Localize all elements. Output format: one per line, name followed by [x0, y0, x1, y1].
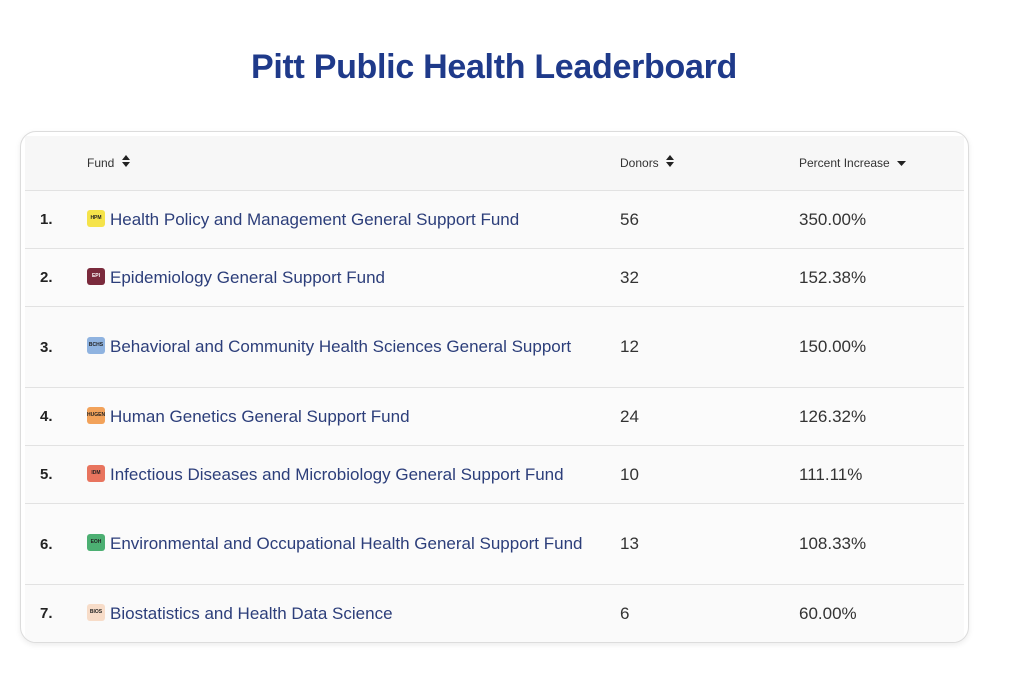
rank-cell: 6. [40, 504, 53, 584]
table-row: 2. EPI Epidemiology General Support Fund 32… [25, 249, 964, 307]
donors-value: 32 [620, 267, 639, 287]
rank-cell: 2. [40, 249, 53, 306]
column-header-donors[interactable]: Donors [620, 136, 675, 190]
fund-cell[interactable]: BIOS Biostatistics and Health Data Scienc… [87, 585, 592, 642]
fund-link[interactable]: HUGEN Human Genetics General Support Fund [87, 405, 410, 429]
percent-increase-cell: 350.00% [799, 191, 866, 248]
percent-increase-cell: 150.00% [799, 307, 866, 387]
donors-value: 13 [620, 534, 639, 553]
fund-link[interactable]: EOH Environmental and Occupational Health… [87, 532, 583, 556]
rank-value: 4. [40, 408, 53, 425]
donors-cell: 6 [620, 585, 629, 642]
percent-increase-value: 108.33% [799, 534, 867, 553]
percent-increase-value: 350.00% [799, 209, 867, 229]
percent-increase-value: 111.11% [799, 464, 863, 484]
leaderboard-card: Fund Donors Percent Increase [20, 131, 969, 643]
percent-increase-cell: 152.38% [799, 249, 866, 306]
fund-name[interactable]: Infectious Diseases and Microbiology Gen… [110, 464, 564, 484]
fund-link[interactable]: IDM Infectious Diseases and Microbiology … [87, 463, 564, 487]
column-label: Fund [87, 156, 115, 170]
fund-logo-icon: EPI [87, 267, 105, 285]
percent-increase-value: 152.38% [799, 267, 867, 287]
donors-value: 10 [620, 464, 639, 484]
fund-logo-icon: BCHS [87, 337, 105, 354]
donors-cell: 10 [620, 446, 639, 503]
rank-value: 1. [40, 211, 53, 228]
fund-cell[interactable]: HUGEN Human Genetics General Support Fund [87, 388, 592, 445]
column-label: Percent Increase [799, 156, 890, 170]
page-title: Pitt Public Health Leaderboard [251, 48, 737, 86]
fund-name[interactable]: Environmental and Occupational Health Ge… [110, 534, 583, 553]
donors-value: 6 [620, 603, 630, 623]
donors-cell: 13 [620, 504, 639, 584]
table-row: 5. IDM Infectious Diseases and Microbiolog… [25, 446, 964, 504]
sort-both-icon[interactable] [121, 136, 130, 190]
percent-increase-cell: 108.33% [799, 504, 866, 584]
donors-cell: 56 [620, 191, 639, 248]
donors-cell: 32 [620, 249, 639, 306]
sort-desc-icon[interactable] [897, 136, 907, 190]
fund-logo-icon: EOH [87, 534, 105, 551]
fund-logo-icon: HPM [87, 209, 105, 227]
rank-cell: 4. [40, 388, 53, 445]
table-row: 7. BIOS Biostatistics and Health Data Scie… [25, 585, 964, 642]
percent-increase-cell: 111.11% [799, 446, 862, 503]
column-header-percent-increase[interactable]: Percent Increase [799, 136, 907, 190]
rank-cell: 7. [40, 585, 53, 642]
fund-link[interactable]: BIOS Biostatistics and Health Data Scienc… [87, 602, 393, 626]
fund-cell[interactable]: BCHS Behavioral and Community Health Scie… [87, 307, 592, 387]
fund-logo-icon: IDM [87, 464, 105, 482]
table-body: 1. HPM Health Policy and Management Genera… [25, 191, 964, 642]
fund-cell[interactable]: HPM Health Policy and Management General … [87, 191, 592, 248]
donors-cell: 12 [620, 307, 639, 387]
rank-value: 3. [40, 338, 53, 356]
fund-name[interactable]: Behavioral and Community Health Sciences… [110, 337, 572, 356]
rank-value: 5. [40, 466, 53, 483]
percent-increase-value: 126.32% [799, 406, 867, 426]
fund-link[interactable]: BCHS Behavioral and Community Health Scie… [87, 335, 571, 359]
donors-value: 56 [620, 209, 639, 229]
donors-cell: 24 [620, 388, 639, 445]
donors-value: 12 [620, 337, 639, 356]
rank-value: 6. [40, 535, 53, 553]
rank-value: 2. [40, 269, 53, 286]
fund-name[interactable]: Biostatistics and Health Data Science [110, 603, 393, 623]
rank-cell: 1. [40, 191, 53, 248]
fund-cell[interactable]: EOH Environmental and Occupational Health… [87, 504, 592, 584]
column-label: Donors [620, 156, 659, 170]
percent-increase-cell: 126.32% [799, 388, 866, 445]
percent-increase-value: 60.00% [799, 603, 857, 623]
rank-cell: 3. [40, 307, 53, 387]
table-row: 4. HUGEN Human Genetics General Support Fu… [25, 388, 964, 446]
donors-value: 24 [620, 406, 639, 426]
percent-increase-cell: 60.00% [799, 585, 857, 642]
rank-value: 7. [40, 605, 53, 622]
fund-name[interactable]: Health Policy and Management General Sup… [110, 209, 520, 229]
fund-logo-icon: BIOS [87, 603, 105, 621]
column-header-fund[interactable]: Fund [87, 136, 130, 190]
table-row: 3. BCHS Behavioral and Community Health Sc… [25, 307, 964, 388]
percent-increase-value: 150.00% [799, 337, 867, 356]
table-row: 6. EOH Environmental and Occupational Heal… [25, 504, 964, 585]
fund-name[interactable]: Human Genetics General Support Fund [110, 406, 410, 426]
leaderboard-table: Fund Donors Percent Increase [25, 136, 964, 642]
fund-logo-icon: HUGEN [87, 406, 105, 424]
fund-link[interactable]: HPM Health Policy and Management General … [87, 208, 519, 232]
fund-name[interactable]: Epidemiology General Support Fund [110, 267, 385, 287]
table-header: Fund Donors Percent Increase [25, 136, 964, 191]
fund-cell[interactable]: IDM Infectious Diseases and Microbiology … [87, 446, 592, 503]
sort-both-icon[interactable] [666, 136, 675, 190]
fund-cell[interactable]: EPI Epidemiology General Support Fund [87, 249, 592, 306]
fund-link[interactable]: EPI Epidemiology General Support Fund [87, 266, 385, 290]
table-row: 1. HPM Health Policy and Management Genera… [25, 191, 964, 249]
rank-cell: 5. [40, 446, 53, 503]
